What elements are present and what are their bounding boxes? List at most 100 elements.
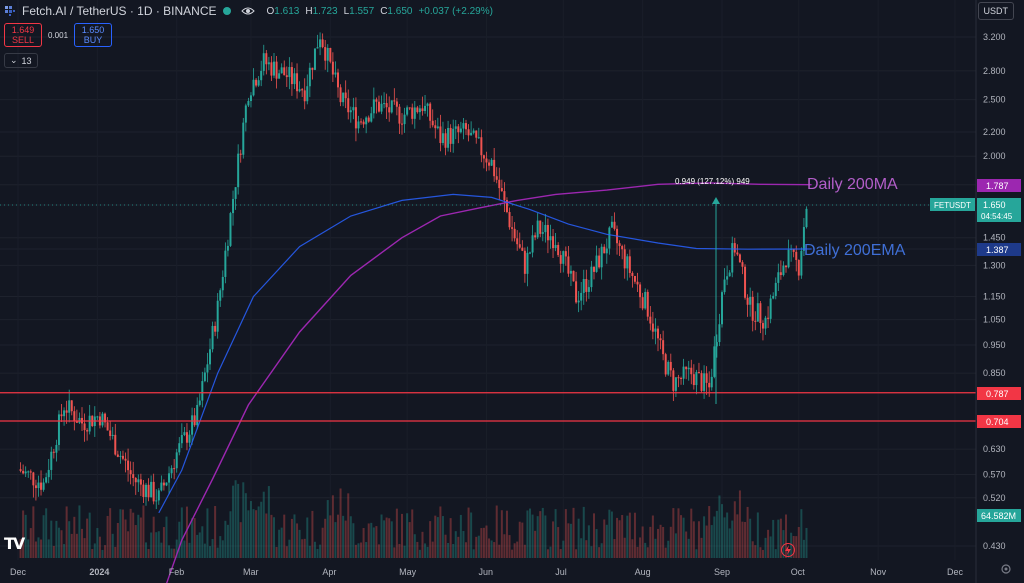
candle-body (610, 221, 613, 228)
candle-body (705, 373, 708, 383)
volume-bar (575, 549, 578, 558)
candle-body (109, 430, 112, 437)
volume-bar (331, 495, 334, 558)
candle-body (142, 484, 145, 497)
volume-bar (55, 520, 58, 558)
volume-bar (488, 538, 491, 558)
candle-body (239, 153, 242, 155)
ma200-tag (977, 179, 1021, 192)
candle-body (562, 251, 565, 264)
candle-body (352, 107, 355, 111)
time-tick-label: May (399, 567, 417, 577)
sell-price: 1.649 (11, 25, 35, 35)
ema200-tag (977, 243, 1021, 256)
symbol-title[interactable]: Fetch.AI / TetherUS · 1D · BINANCE (22, 4, 217, 18)
volume-bar (587, 525, 590, 558)
chevron-down-icon: ⌄ (10, 55, 18, 65)
volume-bar (354, 544, 357, 558)
indicators-toggle-button[interactable]: ⌄ 13 (4, 53, 38, 68)
volume-bar (244, 493, 247, 558)
support-low-tag (977, 415, 1021, 428)
candle-body (75, 421, 78, 423)
volume-bar (206, 508, 209, 558)
candle-body (293, 73, 296, 85)
candle-body (357, 121, 360, 129)
price-tick-label: 2.200 (983, 127, 1006, 137)
chart-header: Fetch.AI / TetherUS · 1D · BINANCE O1.61… (4, 2, 493, 20)
volume-bar (288, 539, 291, 558)
volume-bar (234, 480, 237, 558)
tradingview-logo-icon[interactable]: TV (4, 534, 25, 553)
volume-bar (521, 522, 524, 558)
volume-bar (636, 546, 639, 558)
volume-bar (761, 549, 764, 558)
volume-bar (708, 506, 711, 558)
ohlc-close-key: C (380, 5, 388, 17)
volume-bar (626, 515, 629, 558)
candle-body (111, 434, 114, 437)
candle-body (508, 212, 511, 228)
volume-bar (22, 510, 25, 558)
candle-body (782, 265, 785, 276)
candle-body (593, 266, 595, 272)
candle-body (24, 471, 27, 474)
candle-body (472, 130, 475, 133)
volume-bar (98, 536, 101, 558)
volume-bar (434, 515, 437, 558)
volume-bar (319, 544, 322, 558)
eye-icon[interactable] (240, 5, 255, 17)
candle-body (257, 80, 260, 86)
volume-bar (421, 531, 424, 558)
volume-bar (119, 509, 122, 558)
volume-bar (459, 514, 462, 558)
candle-body (626, 256, 629, 269)
support-low-label: 0.704 (986, 417, 1009, 427)
buy-button[interactable]: 1.650 BUY (74, 23, 113, 47)
candle-body (595, 255, 598, 272)
volume-bar (472, 549, 475, 558)
candle-body (457, 126, 460, 133)
candle-body (298, 89, 301, 92)
candle-body (559, 255, 562, 264)
volume-bar (193, 518, 196, 558)
volume-bar (232, 485, 235, 558)
candle-body (42, 482, 45, 490)
candle-body (590, 266, 593, 288)
volume-bar (347, 493, 350, 558)
volume-bar (344, 520, 347, 558)
volume-bar (692, 521, 695, 558)
volume-bar (380, 514, 383, 558)
sell-button[interactable]: 1.649 SELL (4, 23, 42, 47)
candle-body (275, 61, 278, 79)
candle-body (119, 455, 122, 457)
candle-body (600, 246, 603, 268)
candle-body (403, 114, 406, 125)
candle-body (603, 246, 606, 254)
time-tick-label: Sep (714, 567, 730, 577)
currency-selector[interactable]: USDT (977, 2, 1014, 20)
candle-body (521, 247, 524, 251)
candle-body (408, 107, 411, 109)
gear-icon[interactable] (1000, 563, 1012, 575)
candle-body (183, 432, 186, 436)
volume-bar (424, 543, 427, 558)
flash-icon[interactable] (781, 543, 795, 557)
candle-body (65, 410, 68, 413)
volume-bar (162, 527, 165, 558)
candle-body (646, 291, 649, 317)
candle-body (232, 198, 235, 214)
volume-bar (710, 525, 713, 558)
candle-body (339, 87, 342, 103)
volume-bar (508, 535, 511, 558)
volume-bar (81, 528, 83, 558)
candle-body (449, 127, 452, 144)
candle-body (362, 121, 365, 125)
volume-bar (324, 518, 327, 558)
volume-bar (664, 547, 667, 558)
ma200-line (166, 182, 812, 583)
candle-body (667, 361, 670, 375)
candle-body (63, 410, 66, 417)
candle-body (170, 468, 173, 474)
candle-body (157, 490, 160, 501)
